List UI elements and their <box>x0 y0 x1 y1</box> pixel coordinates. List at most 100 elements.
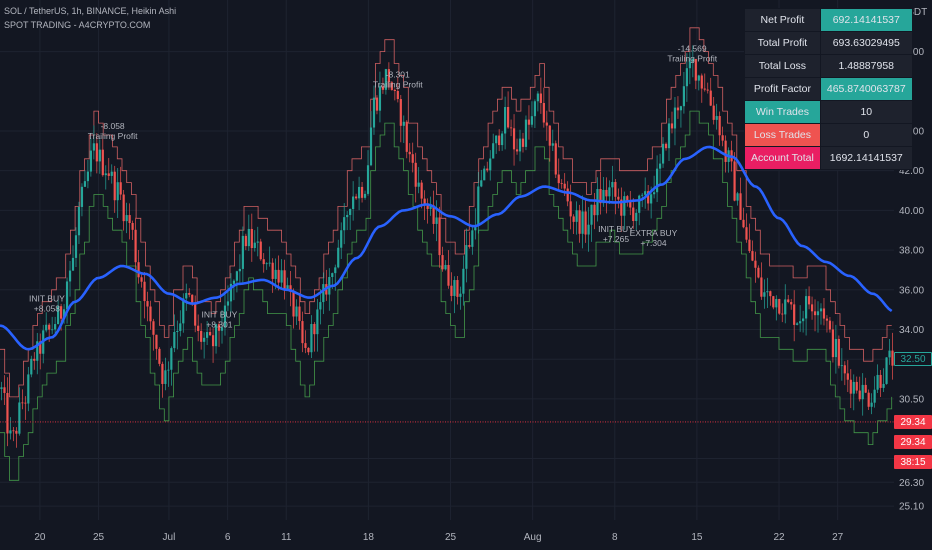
candle <box>262 253 265 273</box>
candle <box>176 320 179 350</box>
candle <box>629 190 632 216</box>
price-tag: 38:15 <box>894 455 932 470</box>
candle <box>217 321 221 347</box>
candle <box>346 211 349 231</box>
trade-label: INIT BUY+7.265 <box>598 224 634 244</box>
candle <box>483 165 486 181</box>
time-axis[interactable]: 20 25 Jul 6 11 18 25 Aug 8 15 22 27 <box>34 532 843 543</box>
x-tick-label: Aug <box>524 532 542 543</box>
candle <box>319 289 322 325</box>
y-tick-label: 25.10 <box>899 502 924 513</box>
x-tick-label: 11 <box>281 532 292 543</box>
stats-table: Net Profit 692.14141537 Total Profit 693.63… <box>744 8 913 170</box>
candle <box>757 265 760 279</box>
candle <box>352 181 355 221</box>
candle <box>298 294 301 330</box>
trailing-upper-band <box>0 27 892 398</box>
candle <box>825 315 829 333</box>
candle <box>837 335 840 369</box>
candle <box>524 115 528 151</box>
candle <box>557 158 560 190</box>
candle <box>569 184 572 230</box>
candle <box>599 171 602 215</box>
candle <box>185 283 188 311</box>
candle <box>781 303 784 323</box>
candle <box>706 82 709 94</box>
candle <box>882 368 885 392</box>
candle <box>399 94 402 143</box>
candle <box>92 125 95 160</box>
stats-row: Total Loss 1.48887958 <box>744 54 913 78</box>
candle <box>36 332 39 375</box>
candle <box>673 96 677 146</box>
candle <box>194 295 197 333</box>
candle <box>206 321 209 346</box>
candle <box>197 314 200 342</box>
candle <box>489 150 492 181</box>
x-tick-label: 22 <box>773 532 785 543</box>
candle <box>515 138 519 155</box>
candle <box>357 176 361 211</box>
candle <box>471 225 474 255</box>
candle <box>548 125 551 162</box>
candle <box>575 201 578 235</box>
candle <box>393 88 396 101</box>
candle <box>611 165 614 201</box>
candle <box>748 223 751 254</box>
trailing-lower-band <box>0 110 893 481</box>
candle <box>337 239 340 269</box>
stats-value: 1692.14141537 <box>819 146 913 170</box>
candle <box>709 77 712 107</box>
candle <box>250 213 253 262</box>
candle <box>238 254 241 285</box>
candle <box>492 133 495 159</box>
candle <box>277 255 280 291</box>
candle <box>554 140 557 179</box>
y-tick-label: 30.50 <box>899 394 924 405</box>
y-tick-label: 34.00 <box>899 325 924 336</box>
candle <box>232 279 236 301</box>
candle <box>849 369 852 409</box>
candle <box>840 348 843 381</box>
candle <box>74 227 78 268</box>
candle <box>477 171 480 234</box>
candle <box>170 346 173 386</box>
stats-label: Net Profit <box>744 8 821 32</box>
candle <box>587 207 590 252</box>
x-tick-label: 6 <box>225 532 231 543</box>
candle <box>635 209 638 231</box>
trade-label-line: +7.304 <box>640 238 667 248</box>
candle <box>804 288 808 336</box>
candle <box>867 389 870 410</box>
stats-label: Account Total <box>744 146 821 170</box>
candle <box>465 228 468 283</box>
candle <box>316 298 319 352</box>
candle <box>86 159 90 189</box>
candle <box>6 377 9 447</box>
candle <box>506 91 510 129</box>
candle <box>858 376 861 402</box>
candle <box>143 272 146 319</box>
stats-row: Loss Trades 0 <box>744 123 913 147</box>
candle <box>727 147 730 173</box>
candle <box>113 165 116 213</box>
candle <box>438 206 441 268</box>
candle <box>420 180 423 209</box>
candle <box>810 296 814 320</box>
candle <box>790 298 793 310</box>
candle <box>57 298 60 325</box>
candle <box>71 245 75 271</box>
candle <box>822 297 826 326</box>
candle <box>560 179 563 189</box>
candle <box>283 259 286 300</box>
candle <box>468 231 471 249</box>
candle <box>289 271 292 307</box>
candle <box>325 269 328 301</box>
candle <box>265 262 268 270</box>
trade-label-line: INIT BUY <box>202 310 238 320</box>
stats-label: Total Profit <box>744 31 821 55</box>
candle <box>456 276 459 305</box>
